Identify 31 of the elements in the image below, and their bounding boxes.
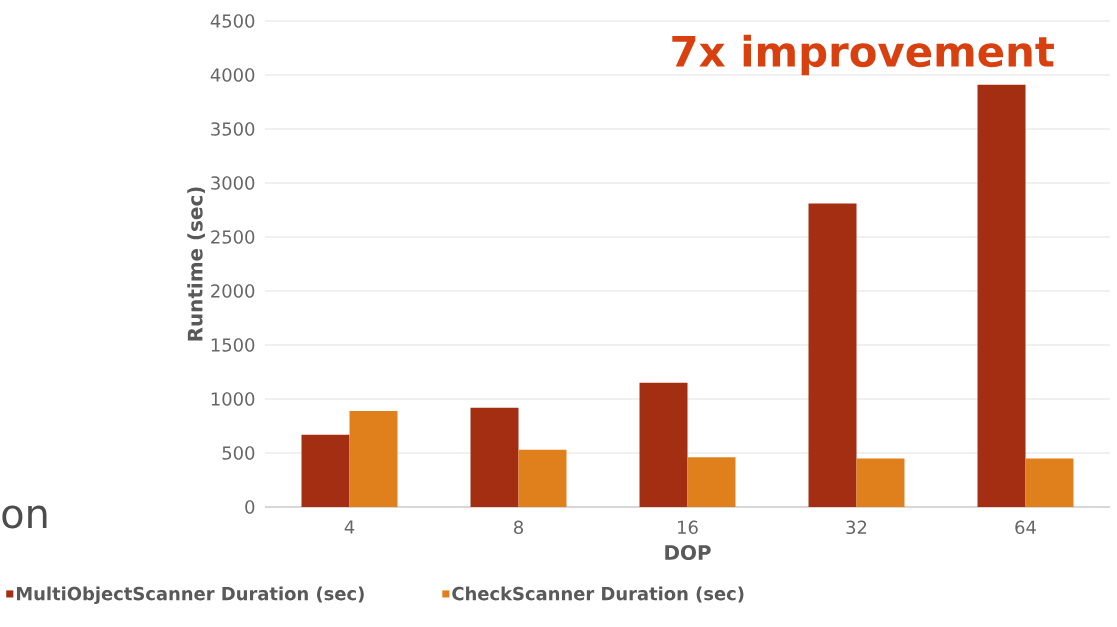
legend-label: MultiObjectScanner Duration (sec) <box>16 586 364 605</box>
x-tick-label: 8 <box>514 520 523 535</box>
y-tick-label: 0 <box>245 500 255 514</box>
y-tick-label: 3000 <box>211 176 255 190</box>
y-tick-label: 2000 <box>211 284 255 298</box>
x-axis-title: DOP <box>665 544 711 560</box>
bar <box>856 458 905 507</box>
bar <box>470 407 519 507</box>
y-tick-label: 1000 <box>211 392 255 406</box>
y-tick-label: 2500 <box>211 230 255 244</box>
bar <box>639 382 688 507</box>
legend-label: CheckScanner Duration (sec) <box>452 586 744 603</box>
y-tick-label: 1500 <box>211 338 255 352</box>
bar <box>301 434 350 507</box>
annotation: 7x improvement <box>672 34 1054 76</box>
text: on <box>2 505 47 529</box>
y-tick-label: 3500 <box>211 122 255 136</box>
y-tick-label: 500 <box>222 446 255 460</box>
y-tick-label: 4500 <box>210 14 255 28</box>
bar <box>518 449 567 507</box>
bar <box>977 84 1026 507</box>
bar <box>1025 458 1074 507</box>
y-axis-title: Runtime (sec) <box>187 187 205 341</box>
bar <box>808 203 857 507</box>
x-tick-label: 16 <box>678 520 698 535</box>
x-tick-label: 64 <box>1015 520 1036 535</box>
x-tick-label: 32 <box>846 520 867 535</box>
bar <box>687 457 736 507</box>
bar <box>349 410 398 507</box>
y-tick-label: 4000 <box>210 68 255 82</box>
x-tick-label: 4 <box>344 520 355 534</box>
